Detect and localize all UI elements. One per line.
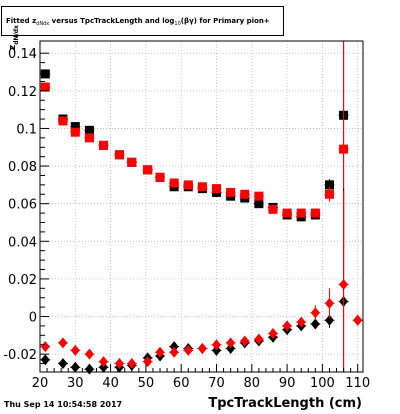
- data-point-square: [169, 178, 179, 188]
- data-point-diamond: [58, 358, 68, 370]
- data-point-square: [114, 150, 124, 160]
- data-point-square: [70, 127, 80, 137]
- x-tick-label: 20: [32, 376, 49, 391]
- data-point-diamond: [84, 348, 94, 360]
- data-point-diamond: [310, 307, 320, 319]
- data-point-diamond: [99, 356, 109, 368]
- data-point-square: [324, 189, 334, 199]
- data-point-diamond: [58, 337, 68, 349]
- y-tick-label: -0.02: [3, 348, 37, 363]
- timestamp-footer: Thu Sep 14 10:54:58 2017: [4, 400, 123, 409]
- data-point-diamond: [296, 316, 306, 328]
- data-point-square: [240, 189, 250, 199]
- data-point-square: [254, 191, 264, 201]
- data-point-square: [324, 180, 334, 190]
- data-point-diamond: [197, 342, 207, 354]
- data-point-square: [70, 122, 80, 132]
- data-point-square: [40, 82, 50, 92]
- data-point-diamond: [183, 344, 193, 356]
- data-point-diamond: [40, 341, 50, 353]
- data-point-square: [127, 157, 137, 167]
- x-axis-label: TpcTrackLength (cm): [208, 396, 362, 411]
- y-axis-label: zdN/dx: [8, 25, 20, 50]
- y-tick-label: 0.12: [8, 85, 37, 100]
- data-point-diamond: [226, 342, 236, 354]
- y-tick-label: 0: [29, 311, 37, 326]
- data-point-diamond: [169, 346, 179, 358]
- data-point-diamond: [240, 335, 250, 347]
- x-tick-label: 60: [173, 376, 190, 391]
- data-point-square: [226, 187, 236, 197]
- data-point-square: [143, 165, 153, 175]
- y-axis-label-sub: dN/dx: [12, 25, 20, 45]
- data-point-square: [310, 208, 320, 218]
- chart-title: Fitted zdNdx versus TpcTrackLength and l…: [1, 6, 284, 36]
- data-point-diamond: [127, 358, 137, 370]
- data-point-square: [99, 140, 109, 150]
- y-tick-label: 0.02: [8, 273, 37, 288]
- data-point-square: [339, 144, 349, 154]
- data-point-square: [155, 172, 165, 182]
- data-point-diamond: [339, 279, 349, 291]
- y-tick-label: 0.08: [8, 160, 37, 175]
- y-tick-label: 0.1: [16, 122, 37, 137]
- x-tick-label: 110: [345, 376, 370, 391]
- data-point-diamond: [353, 314, 363, 326]
- title-prefix: Fitted z: [6, 17, 37, 25]
- data-point-diamond: [268, 327, 278, 339]
- y-tick-label: 0.14: [8, 47, 37, 62]
- data-point-diamond: [99, 361, 109, 373]
- data-point-diamond: [254, 333, 264, 345]
- x-tick-label: 70: [208, 376, 225, 391]
- data-point-diamond: [70, 344, 80, 356]
- data-point-square: [183, 180, 193, 190]
- x-tick-label: 100: [310, 376, 335, 391]
- data-point-square: [296, 208, 306, 218]
- data-point-diamond: [324, 297, 334, 309]
- plot-frame: [39, 40, 364, 373]
- data-point-square: [84, 133, 94, 143]
- data-point-square: [254, 199, 264, 209]
- data-point-diamond: [155, 346, 165, 358]
- axis-ticks: 20 30 40 50 60 70 80 90 100 110 -0.02 0 0.02 0.04 0.06…: [3, 47, 370, 391]
- y-tick-label: 0.04: [8, 235, 37, 250]
- y-tick-label: 0.06: [8, 198, 37, 213]
- data-point-square: [212, 184, 222, 194]
- data-point-square: [40, 69, 50, 79]
- x-tick-label: 80: [244, 376, 261, 391]
- x-tick-label: 50: [138, 376, 155, 391]
- data-point-diamond: [40, 354, 50, 366]
- title-sub-10: 10: [174, 21, 181, 27]
- x-tick-label: 30: [67, 376, 84, 391]
- data-point-diamond: [212, 344, 222, 356]
- title-sub-dndx: dNdx: [36, 21, 50, 27]
- data-point-square: [282, 208, 292, 218]
- data-point-square: [84, 125, 94, 135]
- series-3: [40, 190, 363, 372]
- data-point-diamond: [212, 339, 222, 351]
- data-point-diamond: [310, 318, 320, 330]
- data-point-diamond: [169, 341, 179, 353]
- data-point-square: [268, 204, 278, 214]
- data-point-diamond: [282, 320, 292, 332]
- data-point-square: [58, 116, 68, 126]
- x-tick-label: 90: [279, 376, 296, 391]
- title-suffix: (βγ) for Primary pion+: [180, 17, 270, 25]
- data-point-diamond: [226, 337, 236, 349]
- data-point-square: [197, 182, 207, 192]
- x-tick-label: 40: [102, 376, 119, 391]
- data-point-diamond: [324, 314, 334, 326]
- title-middle: versus TpcTrackLength and log: [49, 17, 175, 25]
- data-point-diamond: [114, 358, 124, 370]
- series-1: [40, 41, 349, 281]
